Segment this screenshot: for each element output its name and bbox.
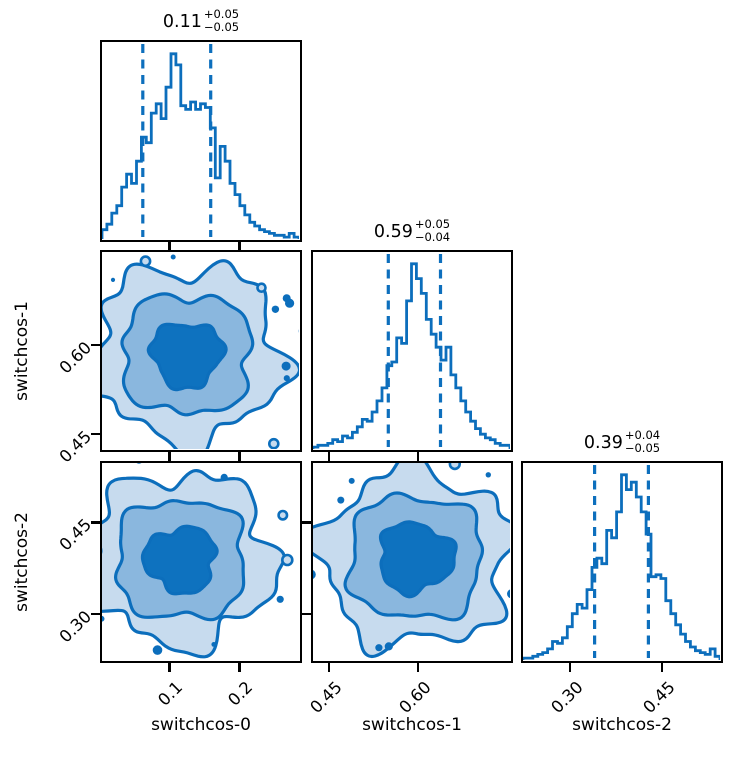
- x-tick-mark: [416, 663, 420, 672]
- contour-panel-0-2: [100, 461, 302, 663]
- title-err-plus: +0.05: [414, 216, 451, 231]
- contour-switchcos0-vs-switchcos2: [102, 463, 294, 659]
- x-tick-mark: [238, 452, 241, 461]
- title-err-minus: −0.05: [624, 441, 661, 455]
- x-axis-label-switchcos-1: switchcos-1: [362, 715, 462, 735]
- title-value: 0.11: [162, 12, 202, 32]
- x-tick-label: 0.45: [306, 677, 346, 718]
- histogram-switchcos-2: [523, 465, 720, 660]
- title-value: 0.59: [373, 222, 413, 242]
- y-tick-label: 0.45: [55, 515, 96, 555]
- y-tick-label: 0.60: [55, 338, 96, 378]
- contour-panel-1-2: [311, 461, 513, 663]
- x-tick-mark: [238, 663, 241, 672]
- y-tick-label: 0.30: [55, 606, 96, 647]
- hist-panel-switchcos-1: [311, 250, 513, 452]
- x-tick-mark: [168, 663, 171, 672]
- contour-switchcos1-vs-switchcos2: [313, 463, 510, 659]
- x-tick-mark: [416, 452, 420, 461]
- x-tick-mark: [568, 663, 572, 672]
- hist-title-switchcos-0: 0.11 +0.05 −0.05: [100, 7, 302, 37]
- contour-panel-0-1: [100, 250, 302, 452]
- title-err-plus: +0.05: [203, 6, 240, 21]
- y-axis-label-switchcos-2: switchcos-2: [12, 512, 32, 612]
- x-tick-mark: [238, 242, 241, 251]
- x-tick-label: 0.45: [639, 677, 679, 718]
- x-tick-label: 0.60: [395, 677, 435, 718]
- y-tick-mark: [91, 612, 100, 616]
- x-axis-label-switchcos-0: switchcos-0: [151, 715, 251, 735]
- y-tick-mark: [91, 521, 100, 524]
- contour-switchcos0-vs-switchcos1: [102, 254, 299, 449]
- y-tick-mark: [91, 432, 100, 436]
- y-tick-mark: [302, 521, 311, 524]
- x-tick-mark: [168, 452, 171, 461]
- histogram-switchcos-1: [313, 254, 510, 449]
- y-axis-label-switchcos-1: switchcos-1: [12, 301, 32, 401]
- title-err-minus: −0.05: [203, 20, 240, 34]
- y-tick-label: 0.45: [55, 427, 96, 467]
- hist-panel-switchcos-0: [100, 40, 302, 242]
- x-tick-mark: [327, 663, 331, 672]
- title-err-plus: +0.04: [624, 427, 661, 442]
- x-tick-label: 0.30: [547, 677, 588, 718]
- x-tick-mark: [168, 242, 171, 251]
- histogram-switchcos-0: [102, 44, 299, 239]
- title-value: 0.39: [583, 433, 623, 453]
- y-tick-mark: [302, 612, 311, 616]
- title-err-minus: −0.04: [414, 230, 451, 244]
- x-tick-mark: [660, 663, 663, 672]
- y-tick-mark: [91, 343, 100, 347]
- x-tick-label: 0.2: [224, 677, 257, 710]
- hist-panel-switchcos-2: [521, 461, 723, 663]
- x-tick-mark: [327, 452, 331, 461]
- x-tick-label: 0.1: [154, 677, 187, 710]
- x-axis-label-switchcos-2: switchcos-2: [572, 715, 672, 735]
- hist-title-switchcos-1: 0.59 +0.05 −0.04: [311, 217, 513, 247]
- hist-title-switchcos-2: 0.39 +0.04 −0.05: [521, 428, 723, 458]
